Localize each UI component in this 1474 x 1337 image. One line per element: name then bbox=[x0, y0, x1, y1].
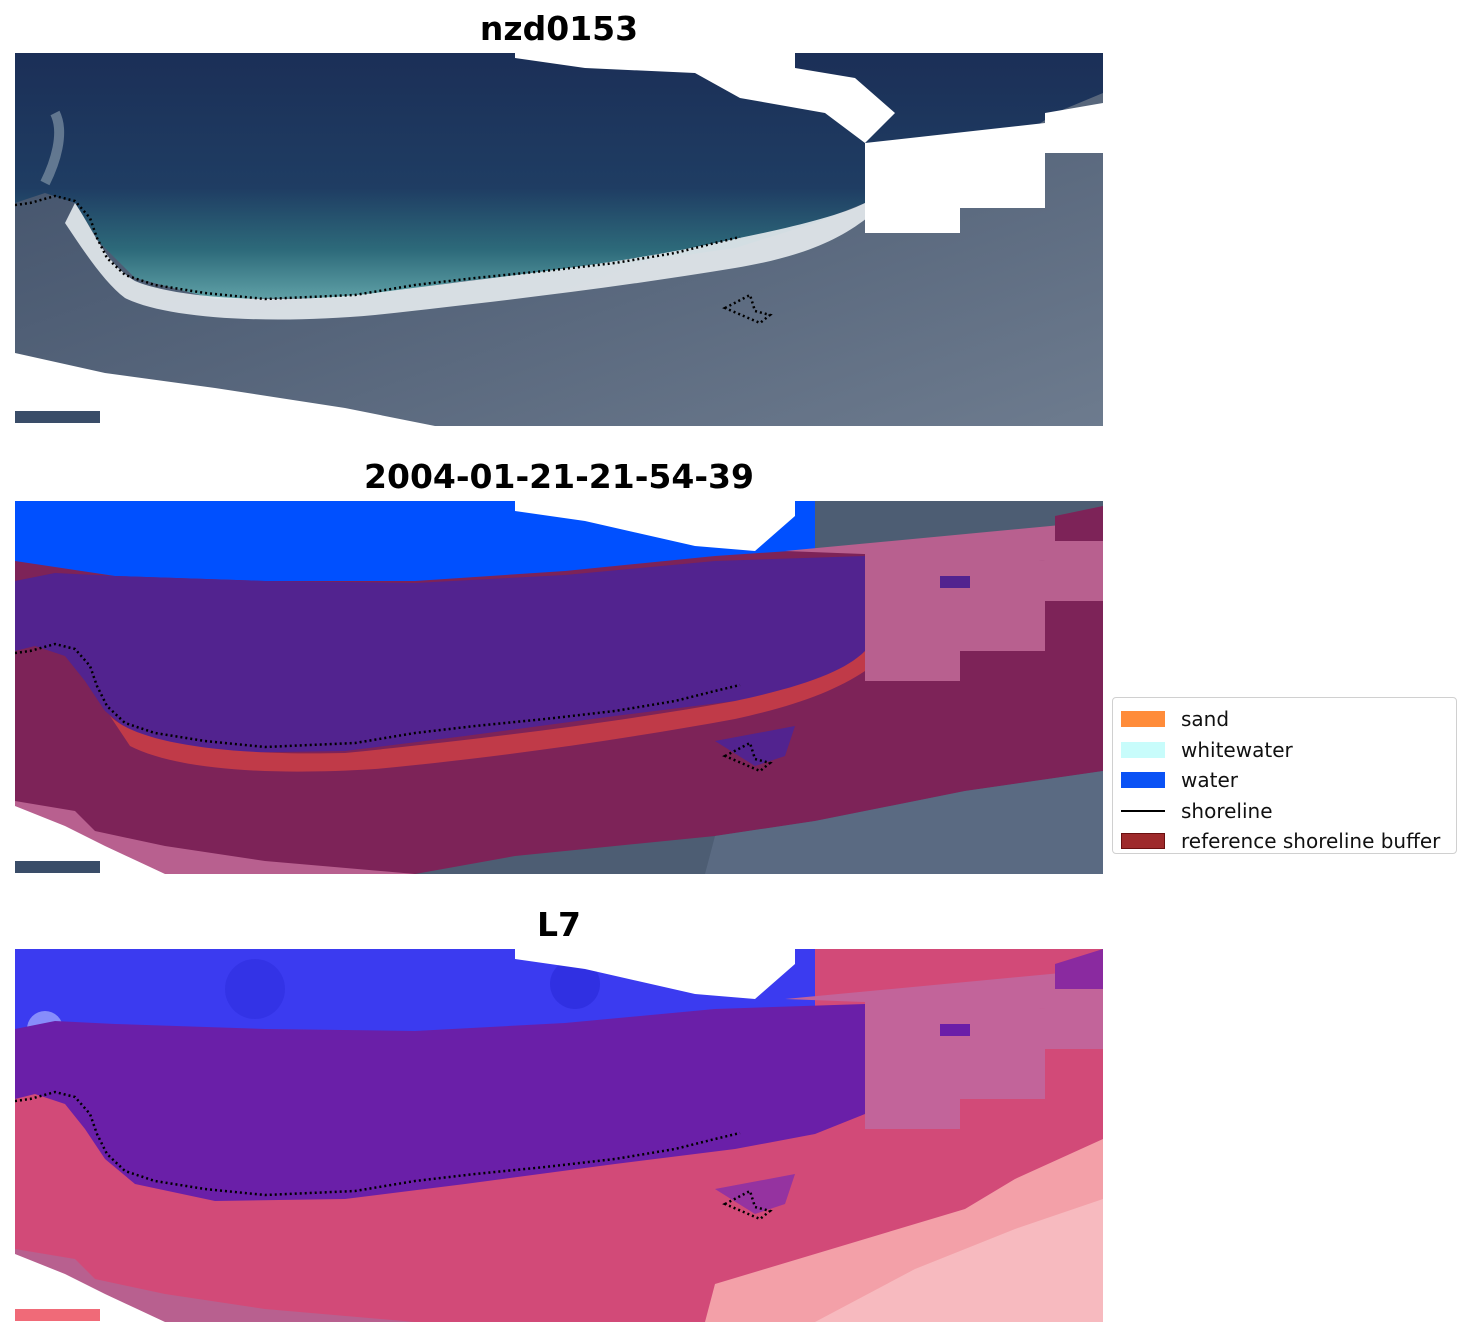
shoreline-line bbox=[15, 194, 741, 301]
panel-title-3: L7 bbox=[537, 905, 581, 944]
panel-title-1: nzd0153 bbox=[479, 9, 639, 48]
index-image bbox=[15, 949, 1103, 1322]
rgb-satellite-image bbox=[15, 53, 1103, 426]
classified-image bbox=[15, 501, 1103, 874]
index-image-panel bbox=[15, 949, 1103, 1322]
legend-label: shoreline bbox=[1181, 798, 1273, 823]
rgb-image-panel bbox=[15, 53, 1103, 426]
legend: sand whitewater water shoreline referenc… bbox=[1112, 697, 1457, 854]
shoreline-swatch bbox=[1121, 809, 1165, 812]
legend-label: whitewater bbox=[1181, 737, 1293, 762]
buffer-swatch bbox=[1121, 833, 1165, 850]
legend-label: water bbox=[1181, 768, 1238, 793]
legend-item-sand: sand bbox=[1119, 704, 1450, 735]
water-swatch bbox=[1121, 772, 1165, 789]
legend-item-buffer: reference shoreline buffer bbox=[1119, 826, 1450, 857]
legend-label: reference shoreline buffer bbox=[1181, 829, 1441, 854]
sand-swatch bbox=[1121, 711, 1165, 728]
shoreline-line bbox=[15, 1090, 741, 1197]
legend-item-water: water bbox=[1119, 765, 1450, 796]
classified-image-panel bbox=[15, 501, 1103, 874]
whitewater-swatch bbox=[1121, 741, 1165, 758]
legend-item-shoreline: shoreline bbox=[1119, 796, 1450, 827]
panel-title-2: 2004-01-21-21-54-39 bbox=[364, 457, 754, 496]
legend-item-whitewater: whitewater bbox=[1119, 735, 1450, 766]
legend-label: sand bbox=[1181, 707, 1230, 732]
shoreline-line bbox=[15, 642, 741, 749]
